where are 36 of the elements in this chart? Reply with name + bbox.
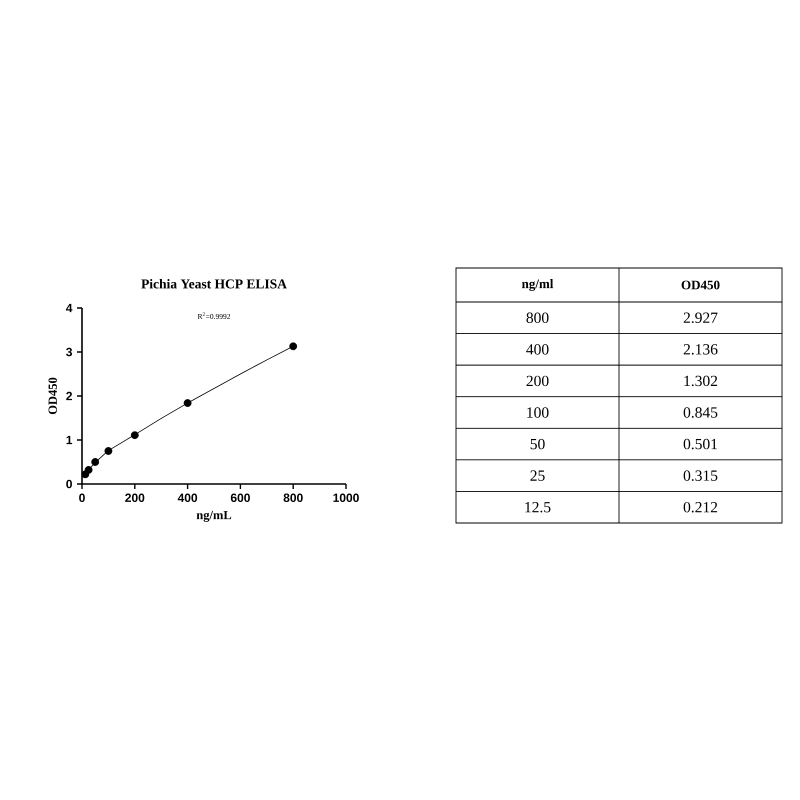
data-label: 2.927 xyxy=(684,312,718,324)
data-label: 0.212 xyxy=(684,502,718,512)
data-label: 1.302 xyxy=(684,376,718,386)
data-label: 0.315 xyxy=(684,470,718,481)
data-label: 0.501 xyxy=(684,438,718,450)
point xyxy=(104,447,112,455)
chart-title: Pichia Yeast HCP ELISA xyxy=(141,278,287,288)
category-label: 100 xyxy=(527,407,549,418)
category-label: 200 xyxy=(526,376,549,386)
x-tick-label: 400 xyxy=(178,494,198,502)
y-tick-label: 3 xyxy=(66,348,72,356)
point xyxy=(289,342,298,350)
x-tick-label: 0 xyxy=(79,494,85,502)
data-label: 0.845 xyxy=(684,407,718,418)
y-tick-label: 4 xyxy=(66,304,72,312)
category-label: 50 xyxy=(530,438,545,450)
category-label: 25 xyxy=(530,470,545,481)
point xyxy=(91,458,100,466)
text: OD450 xyxy=(682,280,720,290)
data-label: 2.136 xyxy=(684,344,718,355)
point xyxy=(84,466,92,474)
y-tick-label: 0 xyxy=(66,480,72,488)
x-tick-label: 1000 xyxy=(333,494,359,502)
point xyxy=(184,399,192,407)
x-tick-label: 800 xyxy=(284,494,303,502)
y-tick-label: 2 xyxy=(66,392,72,400)
point xyxy=(130,431,139,440)
x-tick-label: 200 xyxy=(125,494,144,502)
x-axis-title: ng/mL xyxy=(196,510,232,522)
category-label: 800 xyxy=(526,312,549,324)
y-axis-title: OD450 xyxy=(48,378,57,414)
y-tick-label: 1 xyxy=(66,436,72,444)
x-tick-label: 600 xyxy=(230,494,250,502)
text: ng/ml xyxy=(522,279,554,291)
category-label: 400 xyxy=(526,344,549,355)
category-label: 12.5 xyxy=(525,502,550,512)
